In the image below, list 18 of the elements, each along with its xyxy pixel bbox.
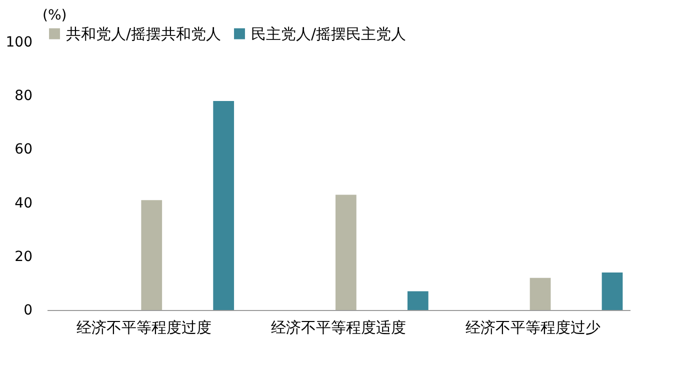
bar xyxy=(213,100,234,310)
y-tick-label: 100 xyxy=(6,34,32,50)
legend-label: 民主党人/摇摆民主党人 xyxy=(251,24,406,43)
y-tick-label: 60 xyxy=(14,142,32,158)
x-tick-label: 经济不平等程度适度 xyxy=(271,318,406,336)
y-axis-title: (%) xyxy=(42,8,67,24)
y-tick-label: 20 xyxy=(14,248,32,265)
x-tick-label: 经济不平等程度过少 xyxy=(465,318,600,336)
y-tick-label: 0 xyxy=(24,302,32,318)
bar xyxy=(336,194,356,310)
bar xyxy=(141,200,162,310)
y-tick-label: 40 xyxy=(14,195,32,212)
x-tick-label: 经济不平等程度过度 xyxy=(76,318,212,336)
bar xyxy=(602,272,623,310)
y-tick-label: 80 xyxy=(14,88,32,104)
bar xyxy=(407,291,428,310)
bar xyxy=(530,278,551,310)
legend-label: 共和党人/摇摆共和党人 xyxy=(66,24,222,43)
